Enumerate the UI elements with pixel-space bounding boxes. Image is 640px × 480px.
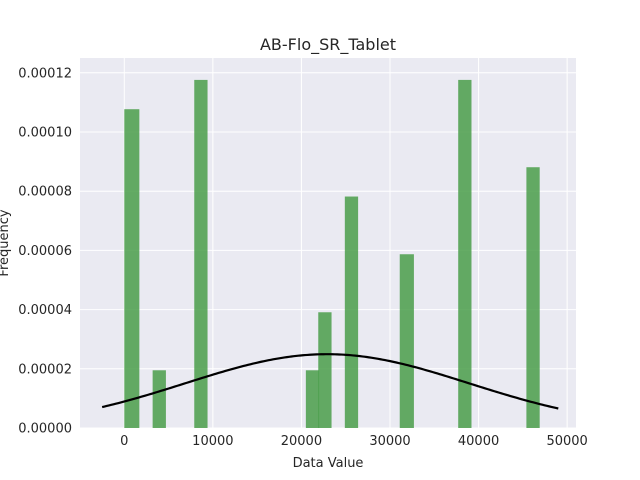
histogram-bar bbox=[344, 196, 359, 428]
x-tick-label: 40000 bbox=[458, 434, 499, 449]
x-tick-label: 0 bbox=[120, 434, 128, 449]
y-tick-label: 0.00006 bbox=[18, 244, 72, 259]
chart-title: AB-Flo_SR_Tablet bbox=[260, 35, 396, 55]
x-tick-label: 50000 bbox=[546, 434, 587, 449]
histogram-bar bbox=[194, 79, 208, 429]
y-tick-label: 0.00008 bbox=[18, 185, 72, 200]
x-tick-label: 20000 bbox=[281, 434, 322, 449]
y-tick-label: 0.00004 bbox=[18, 303, 72, 318]
y-axis-label: Frequency bbox=[0, 209, 12, 276]
bars-group bbox=[124, 79, 540, 429]
histogram-bar bbox=[124, 109, 140, 428]
y-tick-label: 0.00002 bbox=[18, 362, 72, 377]
y-tick-labels: 0.00000 0.00002 0.00004 0.00006 0.00008 0.000… bbox=[18, 66, 72, 436]
curve-group bbox=[101, 353, 559, 410]
x-tick-label: 10000 bbox=[192, 434, 233, 449]
histogram-bar bbox=[152, 370, 166, 428]
histogram-bar bbox=[318, 312, 332, 428]
y-tick-label: 0.00012 bbox=[18, 66, 72, 81]
histogram-bar bbox=[526, 167, 540, 428]
y-tick-label: 0.00010 bbox=[18, 126, 72, 141]
grid-lines bbox=[80, 58, 576, 429]
normal-fit-curve bbox=[101, 353, 559, 410]
histogram-bar bbox=[399, 254, 414, 428]
y-tick-label: 0.00000 bbox=[18, 422, 72, 437]
histogram-bar bbox=[458, 79, 472, 429]
x-tick-labels: 0 10000 20000 30000 40000 50000 bbox=[120, 434, 588, 449]
x-axis-label: Data Value bbox=[293, 456, 364, 471]
histogram-bar bbox=[305, 370, 320, 428]
x-tick-label: 30000 bbox=[369, 434, 410, 449]
